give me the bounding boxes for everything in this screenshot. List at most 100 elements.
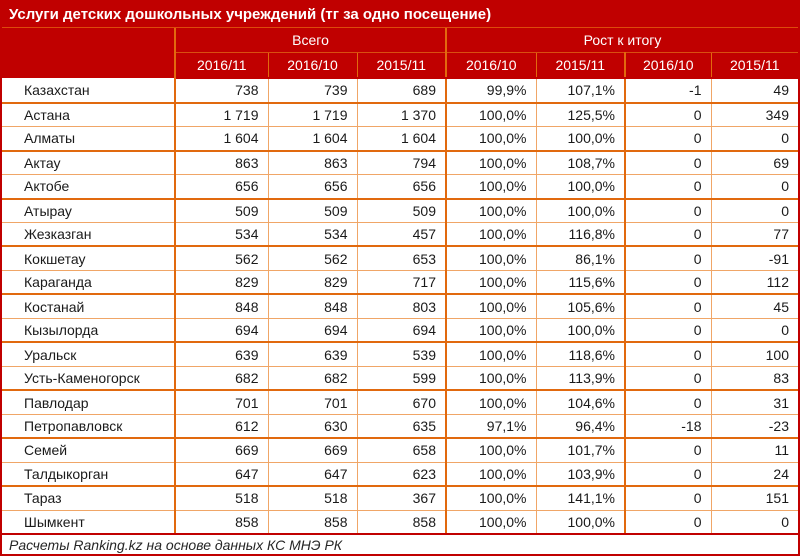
value-cell: 24 (711, 462, 798, 488)
value-cell: 367 (357, 486, 447, 511)
value-cell: 0 (625, 486, 712, 511)
value-cell: 509 (175, 198, 269, 223)
table-row: Семей 669 669 658 100,0% 101,7% 0 11 (2, 438, 798, 463)
value-cell: 803 (357, 294, 447, 319)
value-cell: 0 (625, 390, 712, 415)
table-row: Караганда 829 829 717 100,0% 115,6% 0 11… (2, 270, 798, 296)
value-cell: 653 (357, 246, 447, 271)
value-cell: 100,0% (446, 174, 537, 200)
value-cell: 118,6% (536, 342, 626, 367)
value-cell: 49 (711, 78, 798, 104)
value-cell: 112 (711, 270, 798, 296)
value-cell: 599 (357, 366, 447, 392)
value-cell: 100,0% (446, 246, 537, 271)
value-cell: 1 719 (175, 102, 269, 128)
value-cell: 141,1% (536, 486, 626, 511)
page-title: Услуги детских дошкольных учреждений (тг… (2, 2, 798, 28)
table-row: Атырау 509 509 509 100,0% 100,0% 0 0 (2, 198, 798, 223)
value-cell: 86,1% (536, 246, 626, 271)
value-cell: 1 604 (357, 126, 447, 152)
value-cell: 562 (175, 246, 269, 271)
table-row: Алматы 1 604 1 604 1 604 100,0% 100,0% 0… (2, 126, 798, 152)
value-cell: 0 (711, 126, 798, 152)
value-cell: 562 (268, 246, 358, 271)
value-cell: 858 (268, 510, 358, 533)
value-cell: 45 (711, 294, 798, 319)
value-cell: 0 (625, 246, 712, 271)
value-cell: 848 (268, 294, 358, 319)
value-cell: 100,0% (536, 510, 626, 533)
value-cell: 116,8% (536, 222, 626, 248)
value-cell: 612 (175, 414, 269, 440)
value-cell: 100,0% (446, 486, 537, 511)
city-cell: Кызылорда (2, 318, 176, 344)
column-header: 2015/11 (357, 52, 447, 79)
city-cell: Шымкент (2, 510, 176, 533)
value-cell: 69 (711, 150, 798, 176)
table-header: Всего Рост к итогу 2016/11 2016/10 2015/… (2, 28, 798, 79)
value-cell: 100,0% (446, 270, 537, 296)
value-cell: 1 370 (357, 102, 447, 128)
value-cell: 794 (357, 150, 447, 176)
value-cell: 863 (268, 150, 358, 176)
table-row: Усть-Каменогорск 682 682 599 100,0% 113,… (2, 366, 798, 392)
value-cell: 107,1% (536, 78, 626, 104)
value-cell: 701 (175, 390, 269, 415)
value-cell: 0 (711, 198, 798, 223)
value-cell: 31 (711, 390, 798, 415)
city-cell: Алматы (2, 126, 176, 152)
value-cell: 96,4% (536, 414, 626, 440)
value-cell: 105,6% (536, 294, 626, 319)
column-header: 2015/11 (536, 52, 626, 79)
value-cell: 100,0% (446, 198, 537, 223)
source-note: Расчеты Ranking.kz на основе данных КС М… (2, 533, 798, 554)
value-cell: 103,9% (536, 462, 626, 488)
value-cell: 848 (175, 294, 269, 319)
value-cell: 108,7% (536, 150, 626, 176)
data-table: Всего Рост к итогу 2016/11 2016/10 2015/… (2, 28, 798, 533)
value-cell: 100,0% (446, 462, 537, 488)
column-header: 2015/11 (711, 52, 798, 79)
value-cell: 100,0% (446, 294, 537, 319)
value-cell: 1 604 (175, 126, 269, 152)
value-cell: 739 (268, 78, 358, 104)
value-cell: 518 (268, 486, 358, 511)
value-cell: 0 (625, 510, 712, 533)
value-cell: 656 (268, 174, 358, 200)
value-cell: 125,5% (536, 102, 626, 128)
table-row: Казахстан 738 739 689 99,9% 107,1% -1 49 (2, 78, 798, 104)
value-cell: 630 (268, 414, 358, 440)
value-cell: 647 (175, 462, 269, 488)
value-cell: 0 (711, 510, 798, 533)
group-header-growth: Рост к итогу (446, 28, 798, 53)
value-cell: 0 (625, 318, 712, 344)
table-row: Уральск 639 639 539 100,0% 118,6% 0 100 (2, 342, 798, 367)
value-cell: 100,0% (536, 174, 626, 200)
value-cell: 100,0% (446, 510, 537, 533)
value-cell: 0 (625, 342, 712, 367)
value-cell: 0 (711, 318, 798, 344)
value-cell: 77 (711, 222, 798, 248)
value-cell: 694 (268, 318, 358, 344)
value-cell: 694 (175, 318, 269, 344)
value-cell: 0 (625, 366, 712, 392)
value-cell: 0 (625, 174, 712, 200)
table-row: Петропавловск 612 630 635 97,1% 96,4% -1… (2, 414, 798, 440)
column-header: 2016/11 (175, 52, 269, 79)
value-cell: 115,6% (536, 270, 626, 296)
value-cell: 623 (357, 462, 447, 488)
table-row: Жезказган 534 534 457 100,0% 116,8% 0 77 (2, 222, 798, 248)
table-row: Костанай 848 848 803 100,0% 105,6% 0 45 (2, 294, 798, 319)
value-cell: -1 (625, 78, 712, 104)
value-cell: 0 (625, 150, 712, 176)
value-cell: 0 (625, 126, 712, 152)
value-cell: 113,9% (536, 366, 626, 392)
value-cell: 11 (711, 438, 798, 463)
value-cell: 97,1% (446, 414, 537, 440)
column-header: 2016/10 (625, 52, 712, 79)
value-cell: 863 (175, 150, 269, 176)
value-cell: 100,0% (446, 222, 537, 248)
value-cell: 669 (175, 438, 269, 463)
value-cell: 656 (175, 174, 269, 200)
